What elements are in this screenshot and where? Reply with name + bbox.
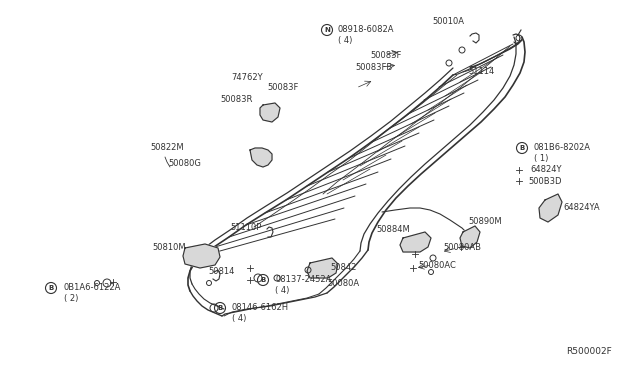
Text: 50814: 50814	[208, 267, 234, 276]
Text: N: N	[324, 27, 330, 33]
Text: 50080A: 50080A	[327, 279, 359, 289]
Text: 50810M: 50810M	[152, 244, 186, 253]
Text: 50842: 50842	[330, 263, 356, 273]
Polygon shape	[539, 194, 562, 222]
Polygon shape	[307, 258, 338, 278]
Text: B: B	[260, 277, 266, 283]
Text: 500B3D: 500B3D	[528, 176, 561, 186]
Text: 64824YA: 64824YA	[563, 203, 600, 212]
Text: 50080AC: 50080AC	[418, 260, 456, 269]
Text: 64824Y: 64824Y	[530, 166, 561, 174]
Text: ( 4): ( 4)	[275, 286, 289, 295]
Text: ( 1): ( 1)	[534, 154, 548, 164]
Text: 08146-6162H: 08146-6162H	[232, 304, 289, 312]
Polygon shape	[250, 148, 272, 167]
Text: 50083FB: 50083FB	[355, 64, 392, 73]
Text: 50080G: 50080G	[168, 158, 201, 167]
Text: B: B	[49, 285, 54, 291]
Text: 51114: 51114	[468, 67, 494, 77]
Text: ( 4): ( 4)	[338, 36, 353, 45]
Text: 08137-2452A: 08137-2452A	[275, 276, 332, 285]
Text: 50890M: 50890M	[468, 218, 502, 227]
Text: 50010A: 50010A	[432, 17, 464, 26]
Polygon shape	[400, 232, 431, 252]
Text: 50080AB: 50080AB	[443, 244, 481, 253]
Text: B: B	[218, 305, 223, 311]
Text: 50083F: 50083F	[370, 51, 401, 61]
Text: ( 4): ( 4)	[232, 314, 246, 324]
Text: 50884M: 50884M	[376, 225, 410, 234]
Polygon shape	[260, 103, 280, 122]
Text: R500002F: R500002F	[566, 347, 612, 356]
Text: 74762Y: 74762Y	[231, 73, 262, 81]
Text: B: B	[520, 145, 525, 151]
Text: 08918-6082A: 08918-6082A	[338, 26, 394, 35]
Polygon shape	[460, 226, 480, 248]
Text: 51110P: 51110P	[230, 224, 261, 232]
Text: 50822M: 50822M	[150, 144, 184, 153]
Text: 0B1A6-6122A: 0B1A6-6122A	[64, 283, 122, 292]
Polygon shape	[183, 244, 220, 268]
Text: 50083F: 50083F	[267, 83, 298, 93]
Text: 50083R: 50083R	[220, 96, 252, 105]
Text: 081B6-8202A: 081B6-8202A	[534, 144, 591, 153]
Text: ( 2): ( 2)	[64, 295, 78, 304]
